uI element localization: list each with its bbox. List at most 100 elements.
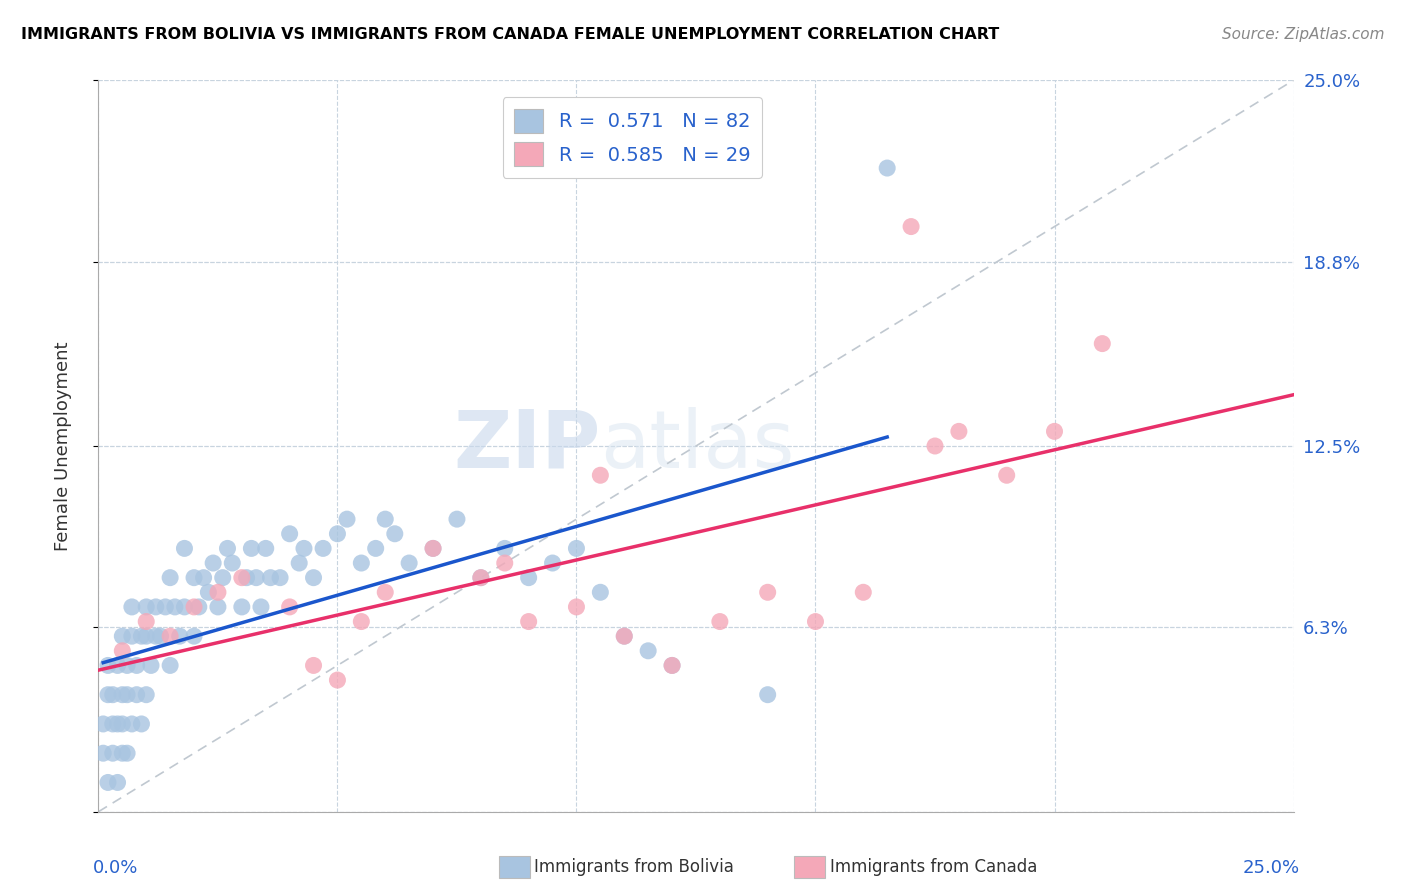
Text: 25.0%: 25.0% [1243, 859, 1299, 877]
Point [159, 658, 181, 673]
Point [173, 541, 195, 556]
Point [173, 599, 195, 614]
Point [494, 556, 516, 570]
Point [107, 775, 129, 789]
Point [948, 425, 970, 439]
Point [613, 629, 636, 643]
Point [1091, 336, 1114, 351]
Point [91, 717, 114, 731]
Point [876, 161, 898, 175]
Point [240, 541, 263, 556]
Point [589, 585, 612, 599]
Point [374, 585, 396, 599]
Point [661, 658, 683, 673]
Point [111, 746, 134, 760]
Point [637, 644, 659, 658]
Point [121, 629, 143, 643]
Point [446, 512, 468, 526]
Point [326, 673, 349, 687]
Point [221, 556, 243, 570]
Point [159, 571, 181, 585]
Point [135, 599, 157, 614]
Point [111, 717, 134, 731]
Point [135, 615, 157, 629]
Point [250, 599, 273, 614]
Point [374, 512, 396, 526]
Point [470, 571, 492, 585]
Point [97, 658, 120, 673]
Point [231, 599, 253, 614]
Point [364, 541, 387, 556]
Point [756, 688, 779, 702]
Point [197, 585, 219, 599]
Point [398, 556, 420, 570]
Point [111, 629, 134, 643]
Point [121, 599, 143, 614]
Point [115, 658, 138, 673]
Point [613, 629, 636, 643]
Point [541, 556, 564, 570]
Point [517, 571, 540, 585]
Point [101, 717, 124, 731]
Point [231, 571, 253, 585]
Point [565, 541, 588, 556]
Point [183, 629, 205, 643]
Text: 0.0%: 0.0% [93, 859, 138, 877]
Point [589, 468, 612, 483]
Text: Immigrants from Canada: Immigrants from Canada [830, 858, 1036, 876]
Point [900, 219, 922, 234]
Point [101, 746, 124, 760]
Point [350, 556, 373, 570]
Point [125, 688, 148, 702]
Legend: R =  0.571   N = 82, R =  0.585   N = 29: R = 0.571 N = 82, R = 0.585 N = 29 [502, 97, 762, 178]
Point [97, 688, 120, 702]
Point [145, 599, 167, 614]
Point [125, 658, 148, 673]
Text: Immigrants from Bolivia: Immigrants from Bolivia [534, 858, 734, 876]
Y-axis label: Female Unemployment: Female Unemployment [53, 342, 72, 550]
Point [565, 599, 588, 614]
Point [145, 629, 167, 643]
Text: IMMIGRANTS FROM BOLIVIA VS IMMIGRANTS FROM CANADA FEMALE UNEMPLOYMENT CORRELATIO: IMMIGRANTS FROM BOLIVIA VS IMMIGRANTS FR… [21, 27, 1000, 42]
Point [661, 658, 683, 673]
Point [183, 571, 205, 585]
Point [115, 746, 138, 760]
Point [422, 541, 444, 556]
Point [254, 541, 277, 556]
Point [131, 629, 153, 643]
Point [312, 541, 335, 556]
Point [709, 615, 731, 629]
Point [135, 688, 157, 702]
Point [422, 541, 444, 556]
Point [292, 541, 315, 556]
Point [111, 644, 134, 658]
Point [924, 439, 946, 453]
Point [288, 556, 311, 570]
Point [91, 746, 114, 760]
Point [259, 571, 281, 585]
Point [494, 541, 516, 556]
Point [384, 526, 406, 541]
Point [804, 615, 827, 629]
Point [187, 599, 209, 614]
Point [139, 658, 162, 673]
Point [121, 717, 143, 731]
Point [235, 571, 257, 585]
Point [269, 571, 291, 585]
Point [169, 629, 191, 643]
Point [302, 571, 325, 585]
Point [211, 571, 233, 585]
Point [278, 526, 301, 541]
Point [111, 688, 134, 702]
Point [207, 585, 229, 599]
Point [852, 585, 875, 599]
Point [135, 629, 157, 643]
Point [115, 688, 138, 702]
Point [107, 717, 129, 731]
Point [163, 599, 186, 614]
Point [159, 629, 181, 643]
Point [245, 571, 267, 585]
Point [207, 599, 229, 614]
Point [155, 599, 177, 614]
Point [101, 688, 124, 702]
